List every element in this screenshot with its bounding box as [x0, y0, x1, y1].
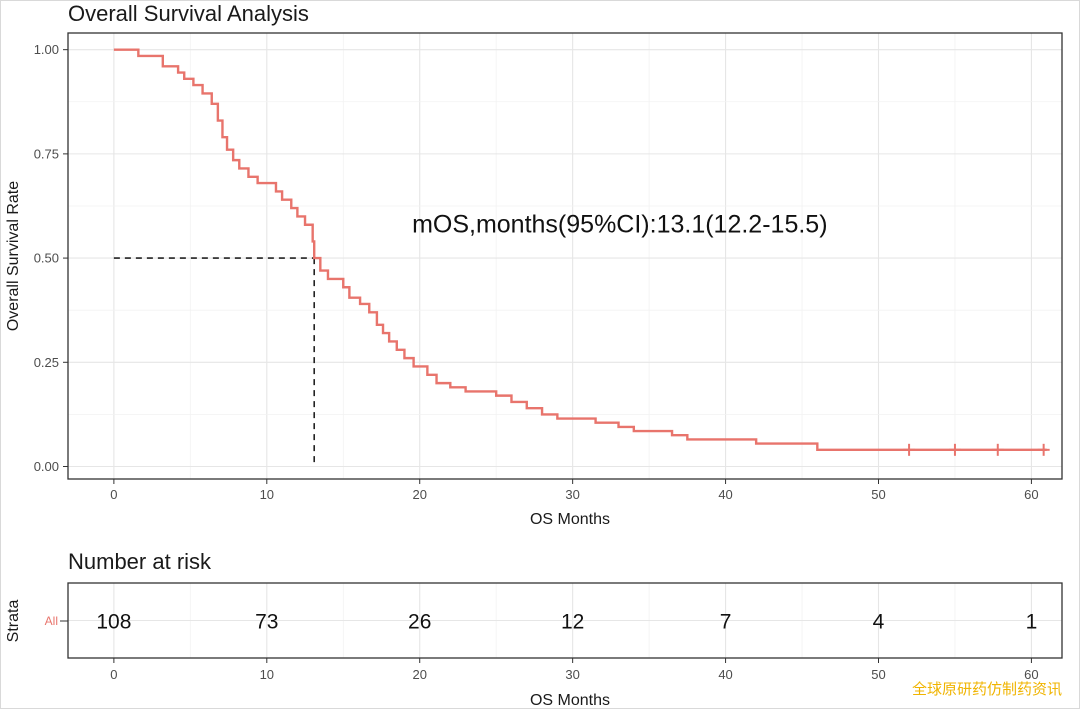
survival-plot-title: Overall Survival Analysis: [68, 1, 309, 26]
watermark-text: 全球原研药仿制药资讯: [912, 680, 1062, 698]
survival-x-axis: 0 10 20 30 40 50 60: [110, 479, 1039, 502]
y-tick-label: 1.00: [34, 42, 59, 57]
risk-number: 1: [1026, 611, 1038, 634]
x-tick-label: 10: [260, 487, 274, 502]
survival-plot: Overall Survival Analysis 0 10 20 30 40 50 60 …: [5, 1, 1063, 528]
risk-number: 7: [720, 611, 732, 634]
risk-x-tick-label: 10: [260, 667, 274, 682]
risk-number: 12: [561, 611, 584, 634]
x-tick-label: 20: [412, 487, 426, 502]
risk-x-tick-label: 30: [565, 667, 579, 682]
risk-number: 4: [873, 611, 885, 634]
risk-y-axis-title: Strata: [5, 600, 22, 643]
censor-mark: [1037, 443, 1050, 456]
survival-plot-border: [67, 32, 1063, 480]
risk-x-tick-label: 40: [718, 667, 732, 682]
x-tick-label: 0: [110, 487, 117, 502]
x-tick-label: 60: [1024, 487, 1038, 502]
survival-plot-panel: [68, 33, 1062, 479]
censor-mark: [991, 443, 1004, 456]
survival-y-axis-title: Overall Survival Rate: [5, 181, 22, 331]
survival-y-axis: 0.00 0.25 0.50 0.75 1.00: [34, 42, 68, 474]
risk-number: 73: [255, 611, 278, 634]
risk-table-grid: [68, 583, 1062, 658]
y-tick-label: 0.75: [34, 146, 59, 161]
risk-x-tick-label: 0: [110, 667, 117, 682]
risk-numbers: 108 73 26 12 7 4 1: [96, 611, 1037, 634]
x-tick-label: 40: [718, 487, 732, 502]
risk-x-axis: 0 10 20 30 40 50 60: [110, 658, 1039, 682]
risk-x-tick-label: 60: [1024, 667, 1038, 682]
survival-curve: [113, 48, 1047, 452]
risk-table: Number at risk 108 73 26 12 7 4 1 0 10 20 30 40 50 6…: [5, 549, 1063, 709]
censor-mark: [903, 443, 916, 456]
risk-number: 108: [96, 611, 131, 634]
median-os-annotation: mOS,months(95%CI):13.1(12.2-15.5): [412, 211, 827, 239]
risk-x-tick-label: 50: [871, 667, 885, 682]
risk-x-axis-title: OS Months: [530, 692, 610, 709]
median-survival-lines: [113, 257, 316, 467]
risk-table-title: Number at risk: [68, 549, 212, 574]
x-tick-label: 30: [565, 487, 579, 502]
survival-x-axis-title: OS Months: [530, 511, 610, 528]
x-tick-label: 50: [871, 487, 885, 502]
censor-marks: [903, 443, 1050, 456]
risk-number: 26: [408, 611, 431, 634]
y-tick-label: 0.25: [34, 355, 59, 370]
y-tick-label: 0.00: [34, 459, 59, 474]
censor-mark: [948, 443, 961, 456]
risk-x-tick-label: 20: [412, 667, 426, 682]
survival-grid: [68, 33, 1062, 479]
y-tick-label: 0.50: [34, 251, 59, 266]
strata-label-all: All: [45, 614, 58, 628]
